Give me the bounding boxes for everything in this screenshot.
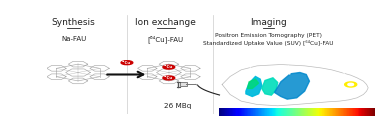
Text: ⁶⁴Cu: ⁶⁴Cu (164, 76, 174, 80)
Circle shape (121, 61, 133, 65)
Circle shape (348, 83, 353, 86)
Text: Positron Emission Tomography (PET)
Standardized Uptake Value (SUV) [⁶⁴Cu]-FAU: Positron Emission Tomography (PET) Stand… (203, 33, 334, 46)
Text: Kidney: Kidney (240, 55, 257, 76)
Text: [⁶⁴Cu]-FAU: [⁶⁴Cu]-FAU (148, 35, 184, 43)
Circle shape (345, 82, 357, 87)
Polygon shape (274, 72, 310, 99)
Polygon shape (248, 79, 259, 88)
Text: Synthesis: Synthesis (52, 18, 96, 27)
Circle shape (163, 65, 175, 69)
Text: Imaging: Imaging (250, 18, 287, 27)
Text: Ion exchange: Ion exchange (135, 18, 196, 27)
Polygon shape (262, 78, 278, 95)
Text: Brain tumor: Brain tumor (316, 55, 349, 79)
Text: Liver: Liver (281, 55, 294, 74)
Text: Na-FAU: Na-FAU (61, 36, 86, 42)
FancyBboxPatch shape (180, 82, 187, 86)
Text: ⁶⁴Cu: ⁶⁴Cu (164, 65, 174, 69)
Circle shape (163, 76, 175, 80)
Text: ⁶⁴Cu: ⁶⁴Cu (122, 61, 132, 65)
Text: 26 MBq: 26 MBq (164, 103, 191, 109)
Polygon shape (246, 77, 262, 97)
